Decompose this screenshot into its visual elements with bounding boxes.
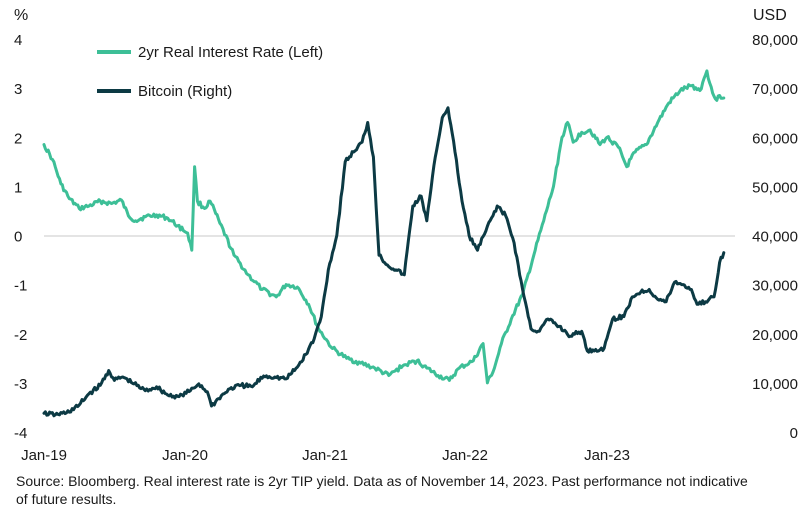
left-tick-label: -1	[14, 278, 27, 295]
right-tick-label: 70,000	[752, 81, 798, 98]
left-tick-label: -4	[14, 425, 27, 442]
left-axis-unit: %	[14, 7, 28, 24]
right-tick-label: 30,000	[752, 278, 798, 295]
legend-label-real-rate: 2yr Real Interest Rate (Left)	[138, 44, 323, 61]
x-tick-label: Jan-21	[302, 447, 348, 464]
left-tick-label: 4	[14, 32, 22, 49]
left-axis-ticks: 4 3 2 1 0 -1 -2 -3 -4	[14, 32, 27, 442]
x-tick-label: Jan-19	[21, 447, 67, 464]
chart: % USD 4 3 2 1 0 -1 -2 -3 -4 80,000 70,000 60,000 50…	[14, 7, 798, 464]
left-tick-label: 3	[14, 81, 22, 98]
x-tick-label: Jan-23	[584, 447, 630, 464]
x-tick-label: Jan-20	[162, 447, 208, 464]
real-rate-line	[42, 69, 726, 385]
legend: 2yr Real Interest Rate (Left) Bitcoin (R…	[97, 44, 323, 100]
x-tick-label: Jan-22	[442, 447, 488, 464]
right-axis-ticks: 80,000 70,000 60,000 50,000 40,000 30,000 20,0…	[752, 32, 798, 442]
left-tick-label: 1	[14, 179, 22, 196]
right-tick-label: 60,000	[752, 130, 798, 147]
right-tick-label: 10,000	[752, 376, 798, 393]
right-tick-label: 40,000	[752, 229, 798, 246]
left-tick-label: -2	[14, 327, 27, 344]
right-tick-label: 20,000	[752, 327, 798, 344]
right-axis-unit: USD	[753, 7, 787, 24]
series-layer	[42, 69, 726, 418]
right-tick-label: 0	[790, 425, 798, 442]
x-axis-ticks: Jan-19 Jan-20 Jan-21 Jan-22 Jan-23	[21, 447, 630, 464]
right-tick-label: 50,000	[752, 179, 798, 196]
left-tick-label: 0	[14, 229, 22, 246]
left-tick-label: 2	[14, 130, 22, 147]
bitcoin-line	[42, 106, 726, 418]
legend-label-bitcoin: Bitcoin (Right)	[138, 83, 232, 100]
right-tick-label: 80,000	[752, 32, 798, 49]
left-tick-label: -3	[14, 376, 27, 393]
source-note: Source: Bloomberg. Real interest rate is…	[16, 473, 748, 507]
